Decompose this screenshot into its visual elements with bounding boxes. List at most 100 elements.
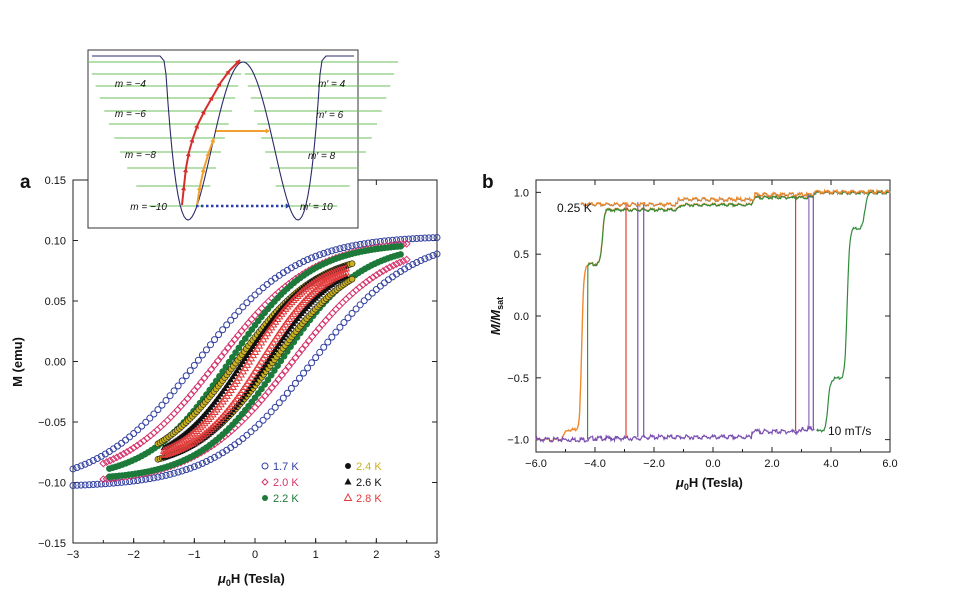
a-point: [257, 395, 266, 404]
a-point: [279, 394, 287, 402]
a-point: [331, 305, 340, 314]
panel-a-ylabel: M (emu): [10, 337, 25, 387]
a-point: [229, 354, 236, 361]
a-point: [385, 263, 394, 272]
a-point: [231, 312, 239, 320]
arrow-head: [194, 124, 199, 129]
a-point: [106, 456, 115, 465]
panel-b: b −6.0 −4.0 −2.0 0.0 2.0 4.0 6.01.00.50.0−0.5−…: [482, 172, 898, 492]
a-ytick-label: −0.10: [38, 478, 66, 490]
a-point: [229, 373, 237, 380]
arrow-head: [285, 203, 290, 209]
a-point: [395, 258, 404, 267]
a-point: [328, 333, 336, 341]
a-point: [417, 257, 425, 265]
a-point: [382, 265, 391, 274]
a-point: [243, 299, 251, 307]
b-ytick-label: 0.0: [514, 311, 529, 323]
a-point: [211, 336, 219, 344]
a-point: [293, 304, 302, 312]
a-point: [352, 305, 360, 313]
a-point: [308, 332, 317, 341]
a-point: [142, 418, 150, 426]
a-ytick-label: 0.00: [45, 357, 66, 369]
a-point: [146, 414, 154, 422]
a-point: [219, 326, 227, 334]
sweep-rate-annotation: 10 mT/s: [828, 424, 871, 438]
inset-label-mp-4: m′ = 4: [318, 79, 346, 90]
a-point: [251, 394, 259, 402]
a-point: [235, 438, 243, 446]
a-point: [235, 364, 243, 371]
a-point: [277, 371, 286, 380]
a-point: [119, 449, 128, 458]
a-point: [207, 365, 216, 374]
a-point: [237, 361, 245, 368]
a-point: [255, 287, 263, 295]
a-point: [85, 481, 93, 489]
a-point: [320, 249, 328, 257]
a-point: [190, 463, 198, 471]
a-point: [345, 292, 354, 301]
arrow-head: [208, 96, 214, 101]
a-point: [332, 328, 340, 336]
a-point: [85, 458, 93, 466]
a-point: [186, 390, 195, 399]
a-point: [105, 479, 113, 487]
a-point: [413, 258, 421, 266]
a-point: [402, 239, 411, 248]
a-point: [413, 234, 421, 242]
a-point: [227, 316, 235, 324]
a-point: [81, 481, 89, 489]
a-point: [305, 291, 314, 299]
a-point: [136, 439, 145, 448]
a-point: [190, 386, 199, 395]
a-point: [89, 457, 97, 465]
b-ytick-label: 1.0: [514, 187, 529, 199]
a-point: [397, 242, 404, 250]
a-point: [182, 466, 190, 474]
a-point: [324, 248, 332, 256]
a-point: [263, 358, 271, 365]
a-point: [220, 409, 229, 418]
a-point: [316, 251, 324, 259]
a-point: [109, 479, 117, 487]
a-point: [255, 370, 263, 377]
a-xtick-label: 1: [313, 549, 319, 561]
a-point: [197, 378, 206, 387]
a-point: [162, 396, 170, 404]
arrow-head: [216, 82, 222, 87]
panel-a: a −3 −2 −1 0 1 2 3 0.15 0.10 0.05 0.00 −0.05 −0.10 −0…: [10, 172, 441, 588]
a-point: [158, 472, 166, 480]
a-point: [300, 369, 308, 377]
a-point: [267, 383, 276, 392]
a-point: [397, 251, 404, 258]
a-point: [340, 319, 348, 327]
a-point: [295, 302, 304, 310]
a-point: [206, 424, 215, 433]
a-point: [271, 346, 279, 352]
a-point: [295, 374, 303, 382]
a-point: [421, 234, 429, 242]
panel-a-data: [69, 234, 441, 489]
a-point: [348, 309, 356, 317]
a-point: [225, 358, 233, 366]
a-point: [89, 481, 97, 489]
a-point: [356, 240, 364, 248]
a-point: [77, 481, 85, 489]
a-point: [402, 255, 411, 264]
a-point: [97, 452, 105, 460]
panel-a-xlabel-sub: 0: [226, 578, 231, 588]
a-point: [285, 299, 294, 308]
b-xtick-label: −2.0: [643, 458, 665, 470]
a-point: [158, 401, 166, 409]
a-point: [311, 277, 320, 285]
a-point: [156, 422, 165, 431]
legend-label: 2.8 K: [356, 493, 382, 505]
a-point: [190, 428, 199, 436]
a-point: [315, 324, 324, 333]
a-point: [227, 376, 235, 383]
panel-a-xlabel-tail: H (Tesla): [231, 571, 285, 586]
a-point: [239, 303, 247, 311]
